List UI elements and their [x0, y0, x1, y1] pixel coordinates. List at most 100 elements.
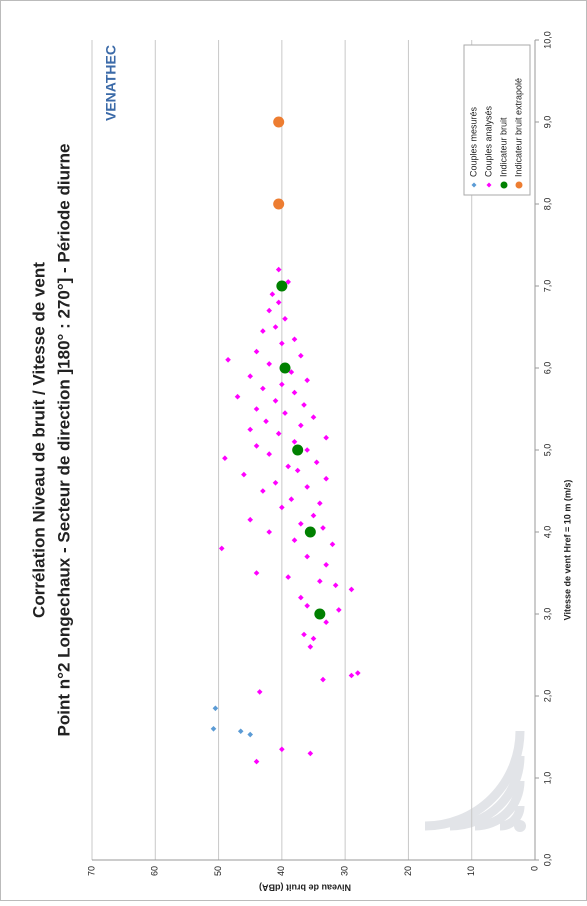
- point: [285, 463, 291, 470]
- chart-subtitle: Point n°2 Longechaux - Secteur de direct…: [54, 144, 73, 737]
- point: [279, 340, 285, 347]
- point: [298, 594, 304, 601]
- point: [285, 279, 291, 285]
- point: [291, 439, 298, 445]
- legend: Couples mesurés Couples analysés Indicateu…: [463, 44, 531, 196]
- legend-marker: [471, 182, 477, 188]
- point: [247, 426, 254, 433]
- point: [272, 398, 279, 404]
- x-tick-label: 4,0: [542, 526, 552, 539]
- point: [355, 670, 361, 676]
- y-axis-label: Niveau de bruit (dBA): [259, 883, 351, 893]
- point: [320, 525, 326, 531]
- y-tick-label: 10: [466, 866, 476, 876]
- point: [310, 635, 317, 642]
- point: [285, 574, 291, 580]
- point: [332, 582, 339, 589]
- legend-marker: [500, 181, 508, 189]
- y-tick-label: 20: [403, 866, 413, 876]
- legend-marker: [515, 181, 523, 189]
- point: [212, 705, 219, 712]
- point: [273, 116, 285, 128]
- point: [279, 504, 285, 511]
- point: [298, 422, 304, 429]
- point: [234, 393, 241, 400]
- point: [279, 381, 285, 388]
- y-tick-label: 60: [150, 866, 160, 876]
- point: [266, 307, 272, 314]
- point: [294, 467, 301, 474]
- point: [256, 689, 263, 695]
- point: [314, 608, 326, 620]
- point: [275, 266, 282, 273]
- point: [266, 451, 272, 457]
- point: [348, 672, 355, 679]
- point: [348, 586, 355, 593]
- point: [282, 410, 288, 416]
- point: [317, 578, 323, 584]
- point: [304, 526, 316, 538]
- point: [237, 728, 244, 735]
- point: [218, 545, 225, 552]
- point: [241, 471, 247, 478]
- x-axis-label: Vitesse de vent Href = 10 m (m/s): [562, 480, 572, 621]
- point: [253, 406, 260, 412]
- x-tick-label: 0,0: [542, 854, 552, 867]
- point: [323, 562, 329, 568]
- x-tick-label: 6,0: [542, 362, 552, 375]
- point: [292, 444, 304, 456]
- legend-label: Indicateur bruit: [498, 117, 508, 177]
- point: [279, 362, 291, 374]
- logo: VENATHEC: [103, 45, 119, 121]
- point: [301, 631, 307, 638]
- legend-label: Indicateur bruit extrapolé: [513, 78, 523, 177]
- point: [247, 373, 254, 379]
- x-tick-label: 9,0: [542, 116, 552, 129]
- point: [304, 553, 310, 560]
- point: [247, 516, 254, 523]
- y-tick-label: 70: [86, 866, 96, 876]
- point: [307, 750, 314, 757]
- point: [307, 644, 314, 650]
- point: [317, 500, 323, 507]
- point: [304, 377, 310, 384]
- legend-marker: [486, 182, 492, 188]
- point: [272, 480, 279, 486]
- point: [269, 291, 276, 297]
- point: [272, 324, 279, 330]
- point: [263, 418, 269, 425]
- x-tick-label: 8,0: [542, 198, 552, 211]
- point: [323, 475, 329, 482]
- legend-box: [463, 44, 531, 196]
- point: [210, 726, 217, 732]
- point: [329, 541, 336, 548]
- point: [291, 336, 298, 343]
- point: [291, 537, 298, 543]
- point: [291, 389, 298, 396]
- point: [253, 443, 260, 449]
- watermark: [424, 730, 526, 832]
- point: [310, 414, 317, 420]
- y-tick-label: 40: [276, 866, 286, 876]
- point: [260, 385, 266, 392]
- point: [253, 348, 260, 355]
- point: [253, 758, 260, 765]
- point: [266, 361, 272, 367]
- point: [323, 619, 329, 625]
- point: [247, 731, 254, 738]
- point: [301, 402, 307, 408]
- legend-label: Couples mesurés: [468, 106, 478, 177]
- point: [298, 521, 304, 527]
- point: [225, 357, 231, 363]
- point: [313, 459, 320, 466]
- x-tick-label: 7,0: [542, 280, 552, 293]
- point: [298, 352, 304, 359]
- x-tick-label: 3,0: [542, 608, 552, 621]
- y-tick-label: 30: [340, 866, 350, 876]
- point: [260, 328, 266, 334]
- legend-label: Couples analysés: [483, 105, 493, 177]
- y-tick-label: 50: [213, 866, 223, 876]
- point: [304, 447, 310, 453]
- point: [310, 512, 317, 519]
